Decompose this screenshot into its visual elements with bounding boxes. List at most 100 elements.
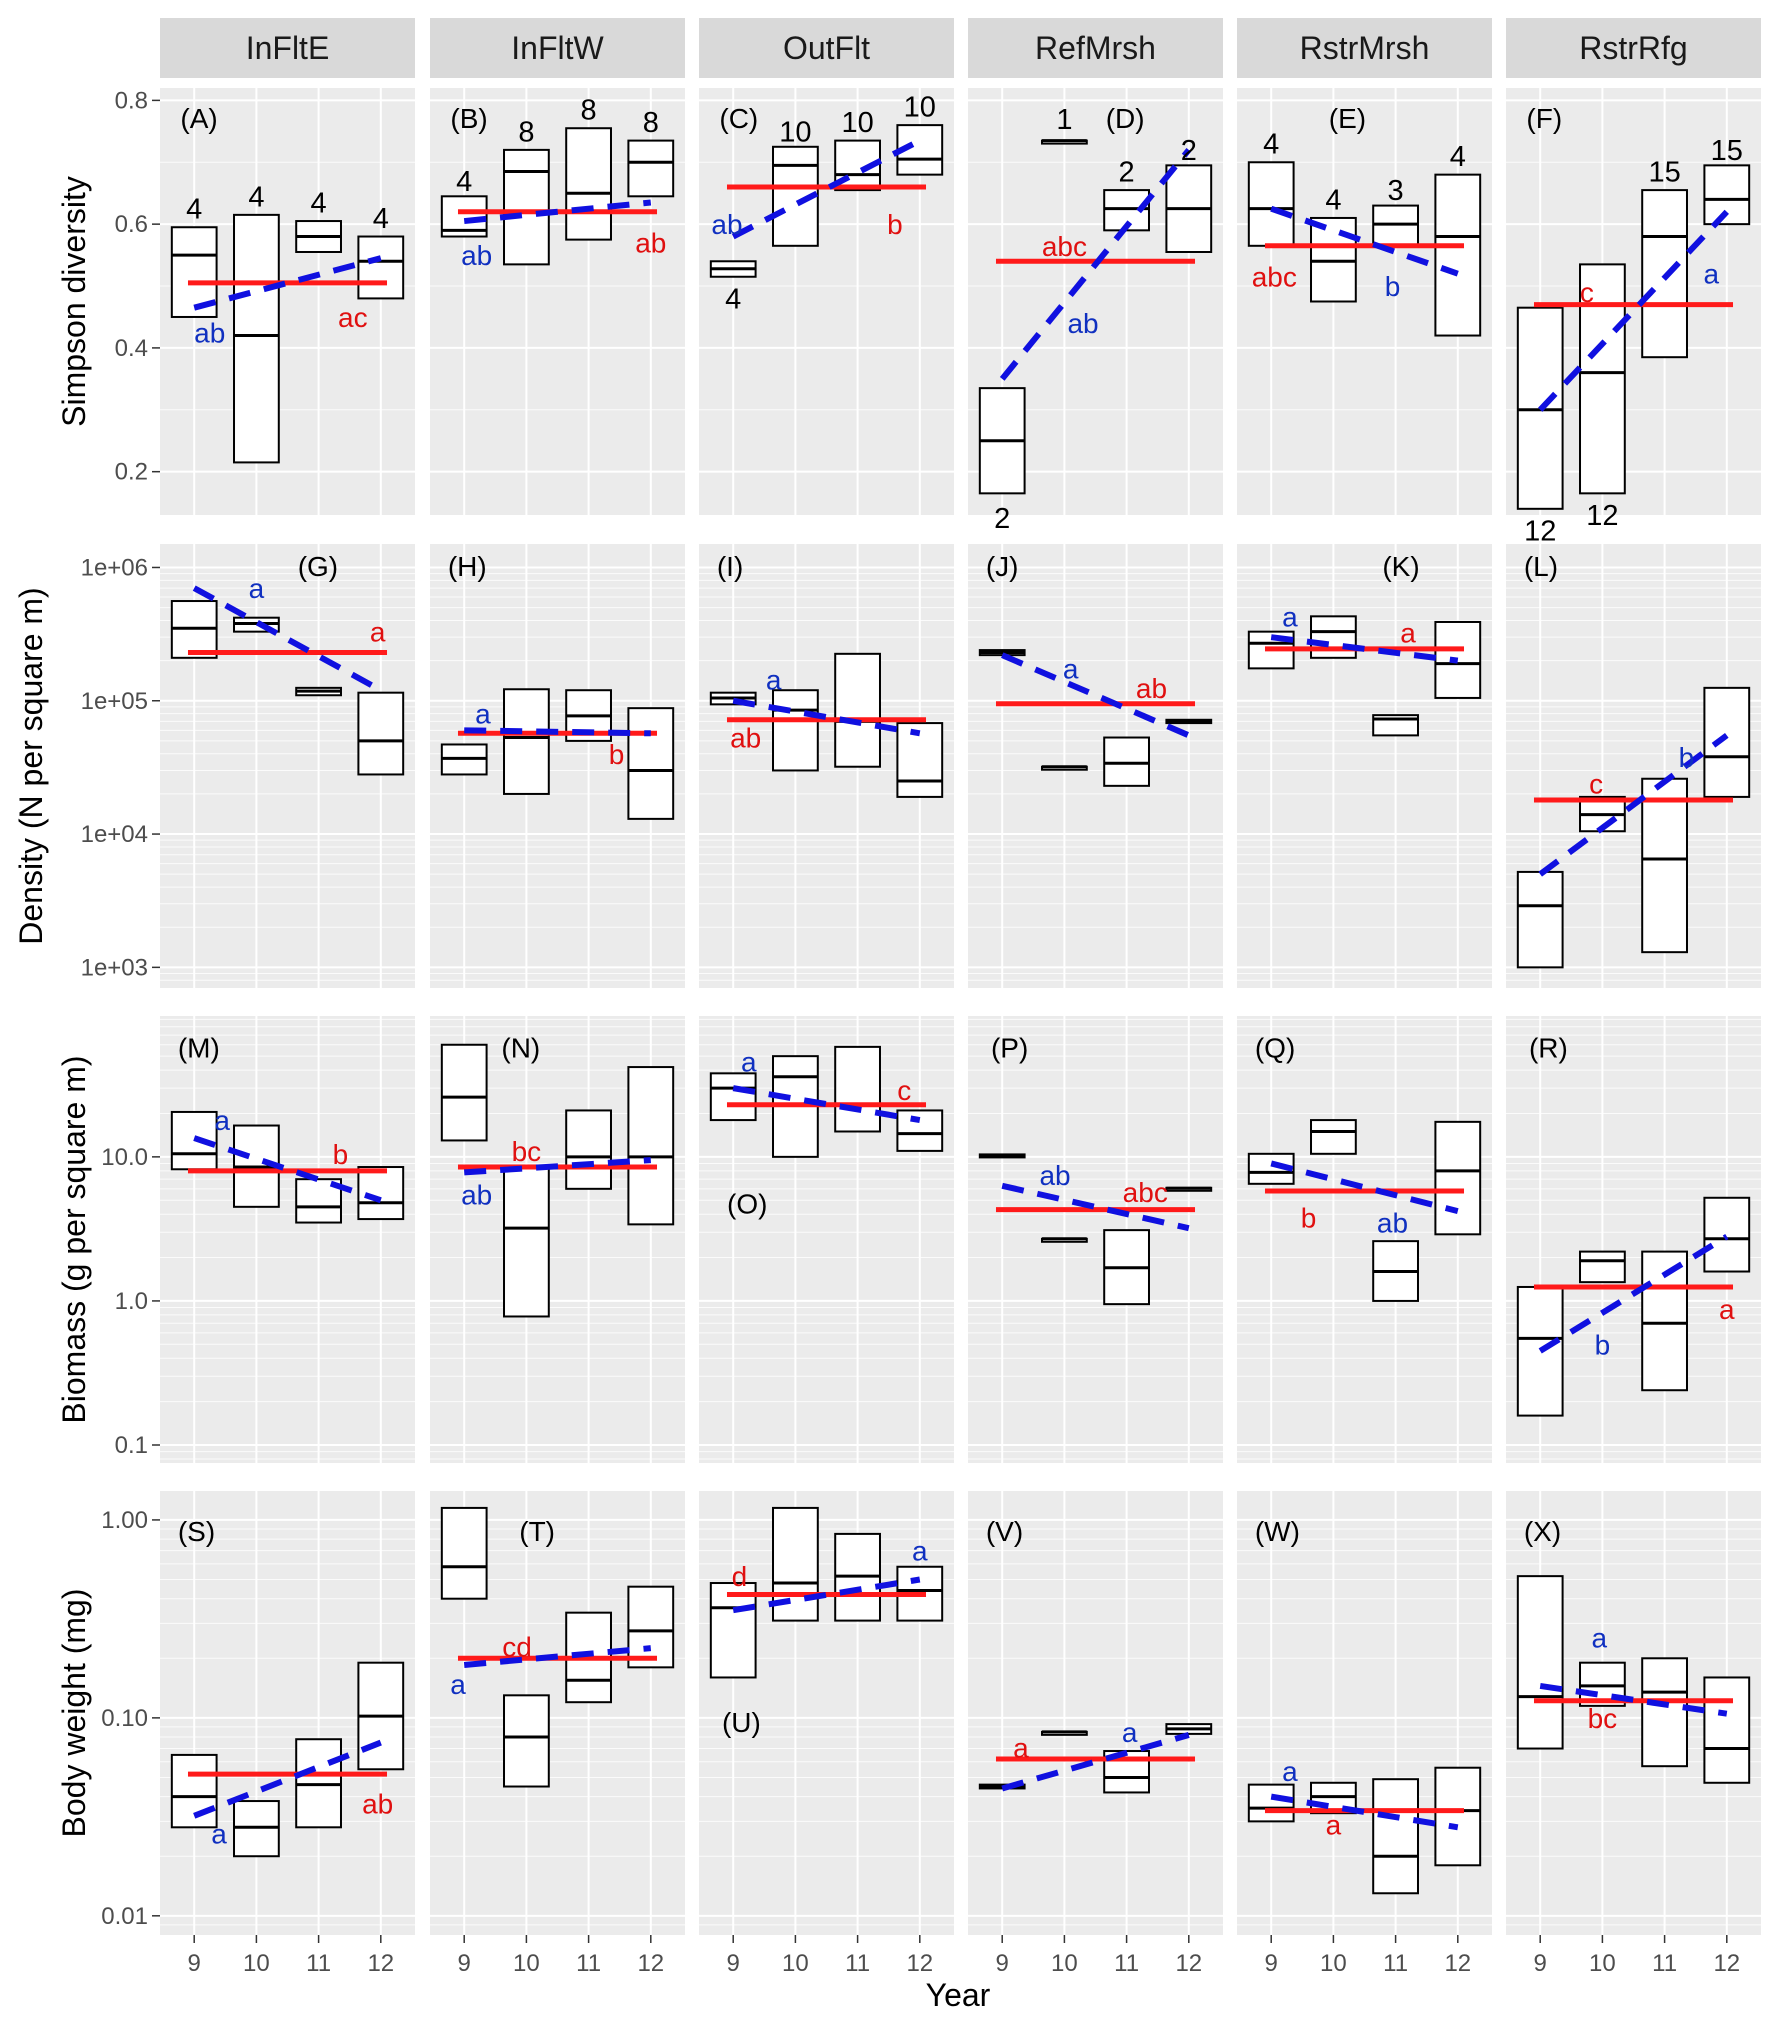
panel-letter: (X) [1524,1516,1561,1547]
sample-size-label: 1 [1056,104,1072,136]
trend-group-letter: a [1703,259,1719,290]
facet-label-InFltE: InFltE [246,30,330,66]
box-year-9 [170,1753,218,1829]
box-year-9 [1516,870,1564,969]
box-year-12 [1703,1196,1751,1273]
mean-group-letter: ab [635,228,666,259]
mean-group-letter: a [370,617,386,648]
sample-size-label: 2 [1119,157,1135,189]
box-year-12 [1434,1766,1482,1867]
box-year-11 [834,652,881,768]
box-year-10 [503,1694,550,1788]
x-tick-label: 10 [513,1950,540,1977]
box-year-10 [1579,1250,1626,1284]
mean-group-letter: c [1580,277,1594,308]
facet-strip-RstrMrsh [1237,18,1492,78]
panel-background [968,1016,1223,1463]
mean-group-letter: ab [362,1788,393,1819]
panel-P: abc ab (P) [968,1016,1223,1463]
panel-letter: (K) [1382,551,1419,582]
x-tick-label: 9 [1265,1950,1278,1977]
y-tick-label: 1e+06 [81,554,148,581]
y-tick-label: 1e+05 [81,688,148,715]
sample-size-label: 8 [643,107,659,139]
box-year-11 [565,1109,612,1190]
y-tick-label: 0.2 [115,459,148,486]
panel-letter: (D) [1106,103,1145,134]
trend-group-letter: b [1679,742,1695,773]
box-year-10 [1310,216,1357,303]
box-year-9 [709,1072,757,1122]
mean-group-letter: abc [1123,1177,1168,1208]
sample-size-label: 12 [1586,500,1618,532]
trend-group-letter: ab [461,240,492,271]
panel-C: 4 10 10 10 b ab (C) [699,88,954,515]
x-tick-label: 11 [576,1950,601,1977]
sample-size-label: 4 [1450,141,1466,173]
panel-background [1237,544,1492,988]
trend-line [1539,1682,1728,1717]
box-year-11 [1641,189,1688,359]
facet-label-OutFlt: OutFlt [783,30,870,66]
box-year-9 [1247,161,1295,247]
x-tick-label: 9 [727,1950,740,1977]
sample-size-label: 2 [994,503,1010,535]
panel-letter: (Q) [1255,1032,1295,1063]
trend-group-letter: a [1282,1756,1298,1787]
y-tick-label: 0.10 [101,1705,148,1732]
y-axis-title: Simpson diversity [56,176,92,427]
trend-line [463,1645,652,1668]
trend-line [732,1085,921,1124]
y-axis-row-3: 0.1 1.0 10.0 Biomass (g per square m) [56,1055,160,1459]
facet-strip-RstrRfg [1506,18,1761,78]
trend-group-letter: a [741,1046,757,1077]
x-tick-label: 12 [367,1950,394,1977]
panel-letter: (B) [450,103,487,134]
panel-letter: (V) [986,1516,1023,1547]
panel-letter: (S) [178,1516,215,1547]
trend-group-letter: ab [1039,1160,1070,1191]
x-tick-label: 10 [1320,1950,1347,1977]
trend-line [193,1135,382,1204]
panel-letter: (N) [501,1032,540,1063]
box-year-12 [627,1066,675,1226]
facet-label-RstrMrsh: RstrMrsh [1300,30,1430,66]
sample-size-label: 4 [1325,184,1341,216]
box-year-9 [440,1043,488,1142]
trend-group-letter: ab [1067,308,1098,339]
y-tick-label: 1e+04 [81,821,148,848]
panel-letter: (P) [991,1032,1028,1063]
x-tick-label: 11 [845,1950,870,1977]
mean-group-letter: a [1719,1294,1735,1325]
box-year-11 [565,127,612,241]
y-tick-label: 0.1 [115,1432,148,1459]
x-tick-label: 10 [1051,1950,1078,1977]
panel-W: aa (W) [1237,1491,1492,1935]
mean-group-letter: b [1301,1202,1317,1233]
panel-letter: (T) [519,1516,555,1547]
box-year-10 [503,1166,550,1318]
box-year-10 [503,148,550,266]
trend-line [1270,634,1459,664]
trend-group-letter: ab [461,1179,492,1210]
panel-letter: (J) [986,551,1019,582]
trend-line [1270,1793,1459,1831]
trend-line [1001,1732,1190,1792]
box-year-11 [1372,204,1419,247]
x-tick-label: 12 [906,1950,933,1977]
trend-group-letter: b [1595,1329,1611,1360]
box-year-11 [1372,1778,1419,1895]
trend-group-letter: a [211,1819,227,1850]
trend-group-letter: a [1122,1717,1138,1748]
panel-E: 4 4 3 4 abc b (E) [1237,88,1492,515]
box-year-12 [896,722,944,798]
panel-letter: (U) [722,1707,761,1738]
y-axis-row-1: 0.2 0.4 0.6 0.8 Simpson diversity [56,87,160,486]
mean-group-letter: ab [730,723,761,754]
mean-group-letter: bc [1588,1703,1618,1734]
sample-size-label: 4 [456,166,472,198]
trend-group-letter: a [1592,1622,1608,1653]
trend-group-letter: a [1282,601,1298,632]
x-tick-label: 12 [637,1950,664,1977]
